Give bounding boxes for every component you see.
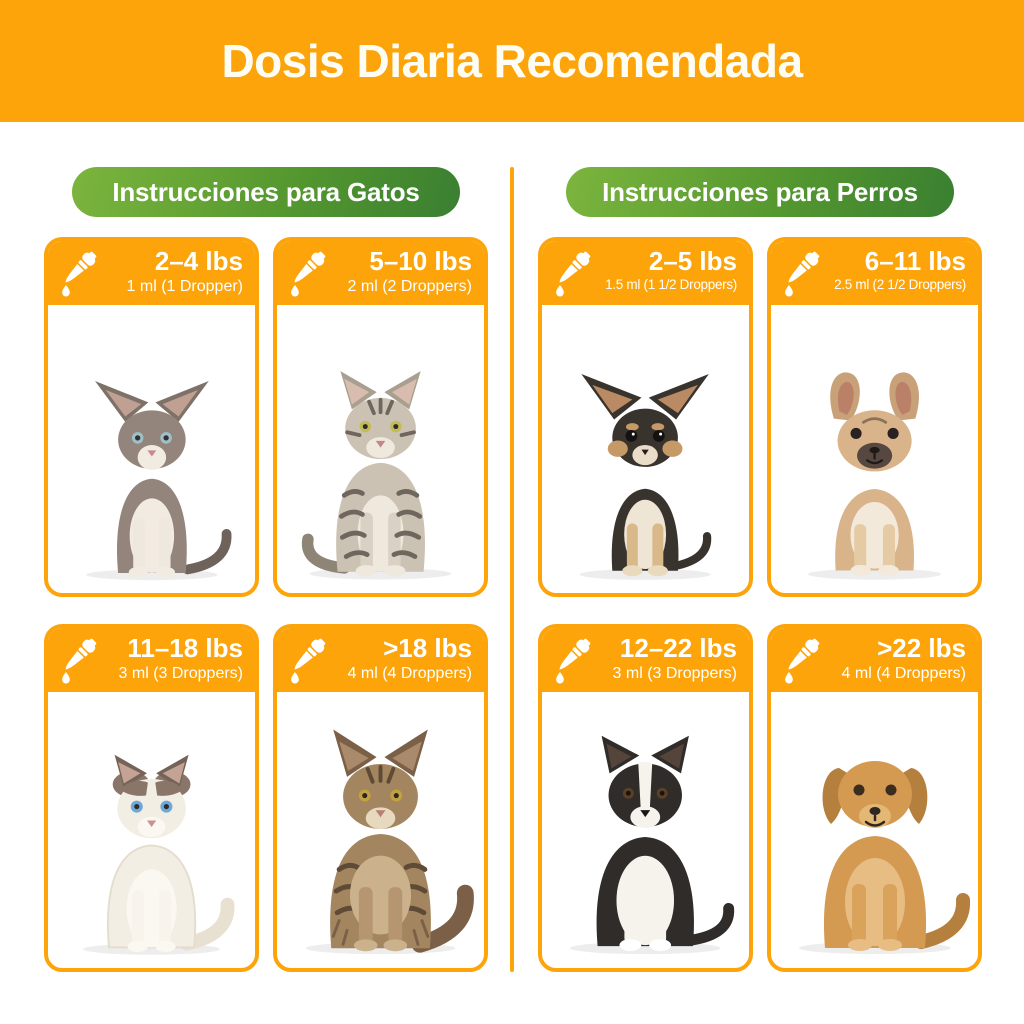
dose-card-dog-over-22: >22 lbs 4 ml (4 Droppers) (767, 624, 982, 972)
section-divider (510, 167, 514, 972)
dose-card-dog-2-5: 2–5 lbs 1.5 ml (1 1/2 Droppers) (538, 237, 753, 597)
dose-card-header: 12–22 lbs 3 ml (3 Droppers) (542, 628, 749, 692)
dose-card-cat-2-4: 2–4 lbs 1 ml (1 Dropper) (44, 237, 259, 597)
pet-photo-area (542, 692, 749, 968)
dose-card-header: 2–5 lbs 1.5 ml (1 1/2 Droppers) (542, 241, 749, 305)
pet-photo-french-bulldog-dog (807, 372, 942, 580)
dropper-icon (783, 635, 823, 684)
dose-card-dog-6-11: 6–11 lbs 2.5 ml (2 1/2 Droppers) (767, 237, 982, 597)
section-perros: Instrucciones para Perros 2–5 lbs 1.5 ml… (538, 167, 982, 972)
section-header-label: Instrucciones para Perros (602, 176, 918, 207)
dropper-icon (60, 635, 100, 684)
pet-photo-area (277, 305, 484, 593)
pet-photo-silver-tabby-cat (301, 371, 452, 580)
weight-range-label: >22 lbs (877, 633, 966, 663)
dose-label: 4 ml (4 Droppers) (347, 664, 472, 682)
dropper-icon (783, 248, 823, 297)
weight-range-label: 6–11 lbs (864, 246, 966, 276)
weight-range-label: 2–5 lbs (648, 246, 737, 276)
dropper-icon (289, 635, 329, 684)
dose-card-cat-11-18: 11–18 lbs 3 ml (3 Droppers) (44, 624, 259, 972)
pet-photo-area (48, 305, 255, 593)
dose-card-header: >18 lbs 4 ml (4 Droppers) (277, 628, 484, 692)
dropper-icon (554, 635, 594, 684)
page-title: Dosis Diaria Recomendada (221, 35, 803, 87)
dose-label: 3 ml (3 Droppers) (118, 664, 243, 682)
dose-card-header: >22 lbs 4 ml (4 Droppers) (771, 628, 978, 692)
pet-photo-devon-rex-cat (85, 381, 232, 581)
section-header-perros: Instrucciones para Perros (566, 167, 954, 217)
pet-photo-area (277, 692, 484, 968)
section-gatos: Instrucciones para Gatos 2–4 lbs 1 ml (1… (44, 167, 488, 972)
title-banner: Dosis Diaria Recomendada (0, 0, 1024, 122)
pet-photo-golden-retriever-dog (798, 761, 970, 954)
pet-photo-area (542, 305, 749, 593)
section-header-gatos: Instrucciones para Gatos (72, 167, 460, 217)
cards-grid-perros: 2–5 lbs 1.5 ml (1 1/2 Droppers) (538, 237, 982, 972)
cards-grid-gatos: 2–4 lbs 1 ml (1 Dropper) (44, 237, 488, 972)
weight-range-label: 11–18 lbs (127, 633, 243, 663)
pet-photo-area (771, 305, 978, 593)
dropper-icon (60, 248, 100, 297)
dose-card-header: 5–10 lbs 2 ml (2 Droppers) (277, 241, 484, 305)
dose-label: 1 ml (1 Dropper) (126, 277, 243, 295)
dose-label: 3 ml (3 Droppers) (612, 664, 737, 682)
weight-range-label: 2–4 lbs (154, 246, 243, 276)
dose-card-header: 2–4 lbs 1 ml (1 Dropper) (48, 241, 255, 305)
weight-range-label: 12–22 lbs (619, 633, 737, 663)
pet-photo-area (771, 692, 978, 968)
dose-label: 2.5 ml (2 1/2 Droppers) (834, 276, 966, 292)
pet-photo-ragdoll-cat (82, 754, 235, 955)
pet-photo-maine-coon-cat (305, 729, 474, 955)
dose-card-cat-5-10: 5–10 lbs 2 ml (2 Droppers) (273, 237, 488, 597)
dropper-icon (289, 248, 329, 297)
dose-card-cat-over-18: >18 lbs 4 ml (4 Droppers) (273, 624, 488, 972)
dose-label: 4 ml (4 Droppers) (841, 664, 966, 682)
section-header-label: Instrucciones para Gatos (112, 176, 420, 207)
pet-photo-area (48, 692, 255, 968)
dose-label: 1.5 ml (1 1/2 Droppers) (605, 276, 737, 292)
dropper-icon (554, 248, 594, 297)
weight-range-label: 5–10 lbs (369, 246, 472, 276)
pet-photo-border-collie-dog (570, 735, 735, 955)
weight-range-label: >18 lbs (383, 633, 472, 663)
dose-card-dog-12-22: 12–22 lbs 3 ml (3 Droppers) (538, 624, 753, 972)
dose-label: 2 ml (2 Droppers) (347, 277, 472, 295)
dose-card-header: 6–11 lbs 2.5 ml (2 1/2 Droppers) (771, 241, 978, 305)
dose-card-header: 11–18 lbs 3 ml (3 Droppers) (48, 628, 255, 692)
pet-photo-chihuahua-dog (579, 373, 712, 580)
